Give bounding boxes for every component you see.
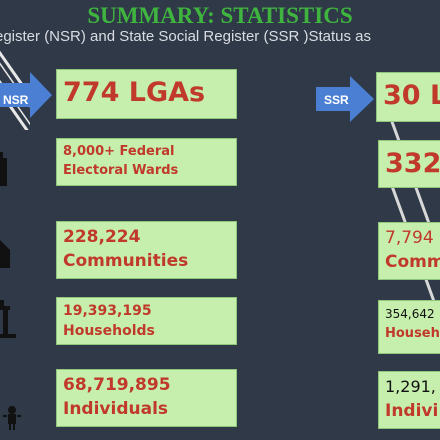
ssr-households-label: Househ [385,326,440,341]
nsr-communities-box: 228,224 Communities [56,221,237,279]
nsr-households-value: 19,393,195 [63,303,152,319]
ssr-households-value: 354,642 [385,307,435,321]
nsr-lgas-box: 774 LGAs [56,69,237,119]
household-icon [0,300,16,338]
ssr-households-box: 354,642 Househ [378,300,440,354]
nsr-individuals-box: 68,719,895 Individuals [56,369,237,427]
ssr-communities-box: 7,794 Comm [378,222,440,280]
ssr-wards-value: 332 [385,148,440,179]
nsr-wards-box: 8,000+ Federal Electoral Wards [56,138,237,186]
page-subtitle: egister (NSR) and State Social Register … [0,28,371,45]
nsr-households-box: 19,393,195 Households [56,297,237,345]
ssr-communities-label: Comm [385,252,440,272]
ssr-lgas-box: 30 L [376,72,440,122]
ssr-individuals-label: Indivi [385,401,439,421]
ssr-label: SSR [324,93,349,107]
nsr-households-label: Households [63,323,155,339]
nsr-label: NSR [3,93,29,107]
nsr-lgas-value: 774 LGAs [63,77,206,108]
ssr-arrow [316,76,374,122]
nsr-communities-value: 228,224 [63,227,141,247]
family-icon [3,406,21,430]
ssr-wards-box: 332 [378,140,440,188]
nsr-wards-line2: Electoral Wards [63,163,179,178]
ssr-individuals-value: 1,291, [385,377,436,396]
ssr-lgas-value: 30 L [383,80,440,111]
nsr-wards-line1: 8,000+ Federal [63,144,175,159]
nsr-individuals-value: 68,719,895 [63,375,171,395]
nsr-communities-label: Communities [63,251,189,271]
ssr-individuals-box: 1,291, Indivi [378,371,440,429]
house-icon [0,240,10,268]
ballot-icon [0,152,7,186]
page-title: SUMMARY: STATISTICS [87,3,353,28]
ssr-communities-value: 7,794 [385,228,434,248]
nsr-arrow [0,72,52,118]
nsr-individuals-label: Individuals [63,399,169,419]
